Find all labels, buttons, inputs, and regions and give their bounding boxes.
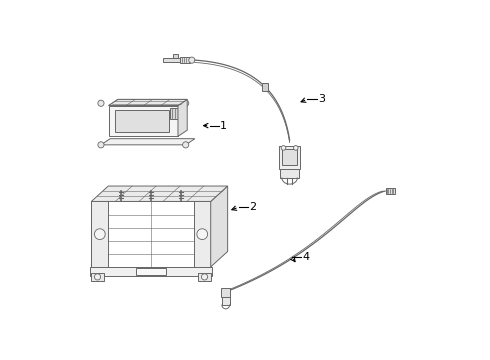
Circle shape: [98, 142, 104, 148]
Polygon shape: [101, 139, 195, 145]
Polygon shape: [262, 83, 268, 91]
Polygon shape: [115, 110, 169, 132]
Circle shape: [95, 274, 100, 280]
Polygon shape: [91, 273, 104, 281]
Polygon shape: [221, 288, 230, 297]
Text: 3: 3: [318, 94, 325, 104]
Polygon shape: [109, 99, 187, 105]
Polygon shape: [172, 54, 178, 58]
Circle shape: [189, 57, 195, 63]
Circle shape: [98, 100, 104, 106]
Circle shape: [197, 229, 208, 239]
Polygon shape: [279, 145, 300, 169]
Text: 2: 2: [249, 202, 257, 212]
Text: 1: 1: [220, 121, 227, 131]
Polygon shape: [198, 273, 211, 281]
Circle shape: [95, 229, 105, 239]
Polygon shape: [180, 57, 190, 63]
Polygon shape: [211, 186, 228, 267]
Text: 4: 4: [303, 252, 310, 262]
Circle shape: [183, 142, 189, 148]
Polygon shape: [282, 149, 297, 165]
Polygon shape: [194, 202, 211, 267]
Polygon shape: [178, 99, 187, 136]
Circle shape: [183, 100, 189, 106]
Polygon shape: [90, 267, 212, 276]
Circle shape: [201, 274, 208, 280]
Circle shape: [281, 145, 286, 150]
Polygon shape: [280, 169, 299, 178]
Polygon shape: [136, 267, 167, 275]
Polygon shape: [109, 105, 178, 136]
Polygon shape: [109, 99, 187, 105]
Polygon shape: [91, 186, 228, 202]
Circle shape: [294, 145, 298, 150]
Polygon shape: [163, 58, 180, 62]
Polygon shape: [386, 188, 395, 194]
Polygon shape: [222, 297, 229, 305]
Polygon shape: [171, 108, 184, 119]
Polygon shape: [91, 202, 108, 267]
